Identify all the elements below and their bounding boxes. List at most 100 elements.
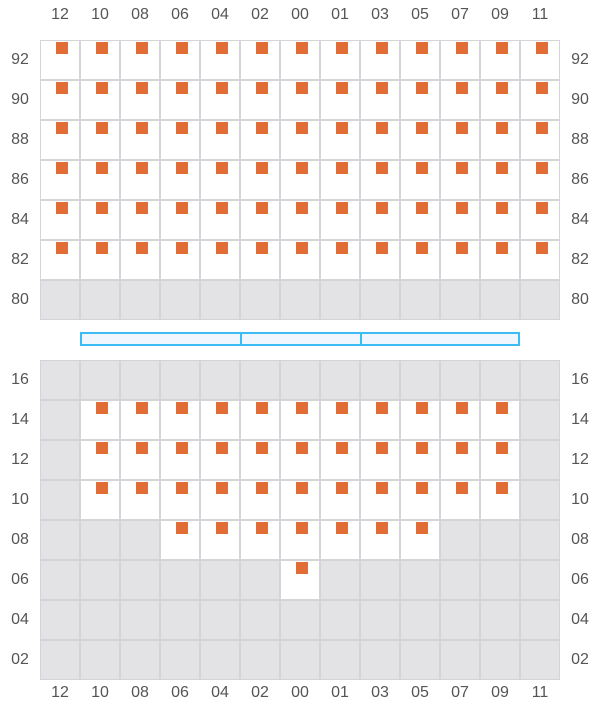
seat-90-05[interactable] (416, 82, 428, 94)
seat-12-01[interactable] (336, 442, 348, 454)
seat-88-10[interactable] (96, 122, 108, 134)
seat-84-02[interactable] (256, 202, 268, 214)
seat-84-10[interactable] (96, 202, 108, 214)
seat-10-05[interactable] (416, 482, 428, 494)
seat-90-09[interactable] (496, 82, 508, 94)
seat-14-10[interactable] (96, 402, 108, 414)
seat-82-08[interactable] (136, 242, 148, 254)
seat-10-02[interactable] (256, 482, 268, 494)
seat-12-09[interactable] (496, 442, 508, 454)
seat-86-09[interactable] (496, 162, 508, 174)
seat-82-07[interactable] (456, 242, 468, 254)
seat-90-03[interactable] (376, 82, 388, 94)
seat-84-08[interactable] (136, 202, 148, 214)
seat-84-07[interactable] (456, 202, 468, 214)
seat-14-00[interactable] (296, 402, 308, 414)
seat-88-01[interactable] (336, 122, 348, 134)
seat-88-09[interactable] (496, 122, 508, 134)
seat-82-10[interactable] (96, 242, 108, 254)
seat-88-07[interactable] (456, 122, 468, 134)
seat-10-01[interactable] (336, 482, 348, 494)
seat-08-06[interactable] (176, 522, 188, 534)
seat-10-10[interactable] (96, 482, 108, 494)
seat-90-01[interactable] (336, 82, 348, 94)
seat-12-03[interactable] (376, 442, 388, 454)
seat-12-08[interactable] (136, 442, 148, 454)
seat-86-07[interactable] (456, 162, 468, 174)
seat-92-08[interactable] (136, 42, 148, 54)
seat-86-08[interactable] (136, 162, 148, 174)
seat-86-12[interactable] (56, 162, 68, 174)
seat-90-00[interactable] (296, 82, 308, 94)
seat-88-12[interactable] (56, 122, 68, 134)
seat-82-11[interactable] (536, 242, 548, 254)
seat-92-10[interactable] (96, 42, 108, 54)
seat-12-00[interactable] (296, 442, 308, 454)
seat-82-05[interactable] (416, 242, 428, 254)
seat-82-00[interactable] (296, 242, 308, 254)
seat-84-04[interactable] (216, 202, 228, 214)
seat-86-02[interactable] (256, 162, 268, 174)
seat-14-08[interactable] (136, 402, 148, 414)
seat-10-09[interactable] (496, 482, 508, 494)
seat-08-00[interactable] (296, 522, 308, 534)
seat-12-04[interactable] (216, 442, 228, 454)
seat-88-05[interactable] (416, 122, 428, 134)
seat-08-02[interactable] (256, 522, 268, 534)
seat-92-11[interactable] (536, 42, 548, 54)
seat-12-02[interactable] (256, 442, 268, 454)
seat-82-03[interactable] (376, 242, 388, 254)
seat-84-11[interactable] (536, 202, 548, 214)
seat-14-03[interactable] (376, 402, 388, 414)
seat-84-06[interactable] (176, 202, 188, 214)
seat-92-03[interactable] (376, 42, 388, 54)
seat-86-00[interactable] (296, 162, 308, 174)
seat-88-06[interactable] (176, 122, 188, 134)
seat-84-01[interactable] (336, 202, 348, 214)
seat-88-00[interactable] (296, 122, 308, 134)
seat-90-11[interactable] (536, 82, 548, 94)
seat-90-12[interactable] (56, 82, 68, 94)
seat-14-04[interactable] (216, 402, 228, 414)
seat-82-12[interactable] (56, 242, 68, 254)
seat-10-00[interactable] (296, 482, 308, 494)
seat-08-04[interactable] (216, 522, 228, 534)
seat-82-01[interactable] (336, 242, 348, 254)
seat-86-11[interactable] (536, 162, 548, 174)
seat-88-04[interactable] (216, 122, 228, 134)
seat-08-03[interactable] (376, 522, 388, 534)
seat-86-04[interactable] (216, 162, 228, 174)
seat-14-06[interactable] (176, 402, 188, 414)
seat-92-02[interactable] (256, 42, 268, 54)
seat-10-04[interactable] (216, 482, 228, 494)
seat-86-03[interactable] (376, 162, 388, 174)
seat-92-05[interactable] (416, 42, 428, 54)
seat-90-04[interactable] (216, 82, 228, 94)
seat-82-09[interactable] (496, 242, 508, 254)
seat-14-02[interactable] (256, 402, 268, 414)
seat-90-10[interactable] (96, 82, 108, 94)
seat-08-05[interactable] (416, 522, 428, 534)
seat-12-10[interactable] (96, 442, 108, 454)
seat-92-07[interactable] (456, 42, 468, 54)
seat-14-01[interactable] (336, 402, 348, 414)
seat-12-05[interactable] (416, 442, 428, 454)
seat-88-11[interactable] (536, 122, 548, 134)
seat-86-10[interactable] (96, 162, 108, 174)
seat-10-03[interactable] (376, 482, 388, 494)
seat-14-07[interactable] (456, 402, 468, 414)
seat-10-06[interactable] (176, 482, 188, 494)
seat-88-02[interactable] (256, 122, 268, 134)
seat-84-09[interactable] (496, 202, 508, 214)
seat-92-09[interactable] (496, 42, 508, 54)
seat-84-00[interactable] (296, 202, 308, 214)
seat-92-06[interactable] (176, 42, 188, 54)
seat-92-00[interactable] (296, 42, 308, 54)
seat-08-01[interactable] (336, 522, 348, 534)
seat-12-07[interactable] (456, 442, 468, 454)
seat-84-12[interactable] (56, 202, 68, 214)
seat-14-05[interactable] (416, 402, 428, 414)
seat-82-04[interactable] (216, 242, 228, 254)
seat-90-02[interactable] (256, 82, 268, 94)
seat-12-06[interactable] (176, 442, 188, 454)
